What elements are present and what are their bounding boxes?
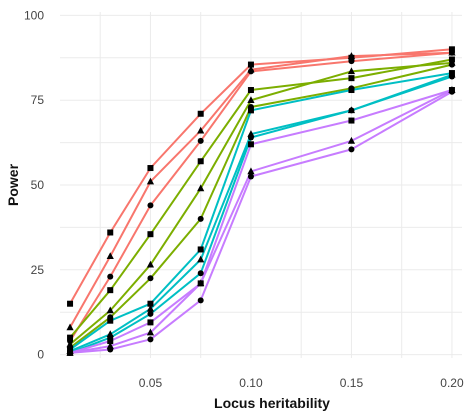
- data-point-circle: [247, 134, 254, 141]
- data-point-circle: [448, 88, 455, 95]
- data-point-circle: [197, 297, 204, 304]
- data-point-circle: [107, 273, 114, 280]
- data-point-square: [107, 287, 114, 294]
- data-point-triangle: [197, 279, 205, 287]
- data-point-square: [197, 158, 204, 165]
- x-axis-title: Locus heritability: [214, 395, 330, 411]
- data-point-circle: [67, 349, 74, 356]
- data-point-square: [247, 87, 254, 94]
- marker-layer: [66, 46, 456, 356]
- data-point-circle: [147, 336, 154, 343]
- data-point-square: [107, 317, 114, 324]
- data-point-triangle: [197, 255, 205, 263]
- data-point-square: [147, 165, 154, 172]
- y-tick-label: 25: [31, 263, 45, 277]
- series-line-8: [69, 73, 453, 353]
- data-point-circle: [147, 275, 154, 282]
- data-point-circle: [197, 270, 204, 277]
- data-point-square: [247, 141, 254, 148]
- data-point-square: [147, 319, 154, 326]
- data-point-triangle: [106, 252, 114, 260]
- data-point-circle: [107, 346, 114, 353]
- data-point-square: [348, 87, 355, 94]
- data-point-square: [247, 107, 254, 114]
- data-point-circle: [448, 73, 455, 80]
- x-tick-label: 0.15: [340, 376, 364, 390]
- series-line-7: [69, 72, 453, 351]
- data-point-square: [107, 338, 114, 345]
- series-line-4: [69, 58, 453, 339]
- y-tick-label: 50: [31, 178, 45, 192]
- data-point-square: [197, 246, 204, 253]
- data-point-square: [67, 334, 74, 341]
- y-tick-label: 75: [31, 93, 45, 107]
- x-tick-label: 0.10: [239, 376, 263, 390]
- data-point-square: [67, 300, 74, 307]
- data-point-circle: [147, 310, 154, 317]
- data-point-square: [147, 300, 154, 307]
- data-point-triangle: [247, 167, 255, 175]
- data-point-circle: [197, 137, 204, 144]
- data-point-triangle: [247, 96, 255, 103]
- data-point-triangle: [347, 67, 356, 75]
- data-point-triangle: [146, 260, 155, 268]
- data-point-triangle: [66, 323, 74, 331]
- series-line-2: [69, 51, 453, 328]
- data-point-square: [247, 61, 254, 68]
- y-axis-title: Power: [5, 163, 21, 206]
- y-tick-label: 0: [37, 348, 44, 362]
- series-layer: [69, 48, 453, 354]
- data-point-circle: [348, 58, 355, 65]
- tick-layer: 0 25 50 75 100 0.05 0.10 0.15 0.20: [24, 8, 464, 390]
- data-point-circle: [247, 68, 254, 75]
- data-point-triangle: [197, 126, 205, 134]
- x-tick-label: 0.20: [440, 376, 464, 390]
- data-point-square: [197, 110, 204, 117]
- data-point-square: [348, 75, 355, 82]
- data-point-circle: [197, 215, 204, 222]
- data-point-circle: [247, 173, 254, 180]
- data-point-circle: [348, 146, 355, 153]
- data-point-triangle: [347, 136, 356, 144]
- data-point-triangle: [197, 184, 205, 192]
- data-point-circle: [348, 107, 355, 114]
- y-tick-label: 100: [24, 8, 44, 22]
- data-point-square: [107, 229, 114, 236]
- data-point-triangle: [347, 52, 356, 59]
- data-point-triangle: [106, 306, 114, 314]
- data-point-square: [348, 117, 355, 124]
- data-point-circle: [147, 202, 154, 209]
- data-point-circle: [448, 49, 455, 56]
- data-point-square: [147, 231, 154, 238]
- data-point-triangle: [146, 328, 155, 336]
- x-tick-label: 0.05: [139, 376, 163, 390]
- data-point-triangle: [146, 177, 155, 185]
- data-point-circle: [448, 61, 455, 68]
- data-point-triangle: [146, 304, 155, 312]
